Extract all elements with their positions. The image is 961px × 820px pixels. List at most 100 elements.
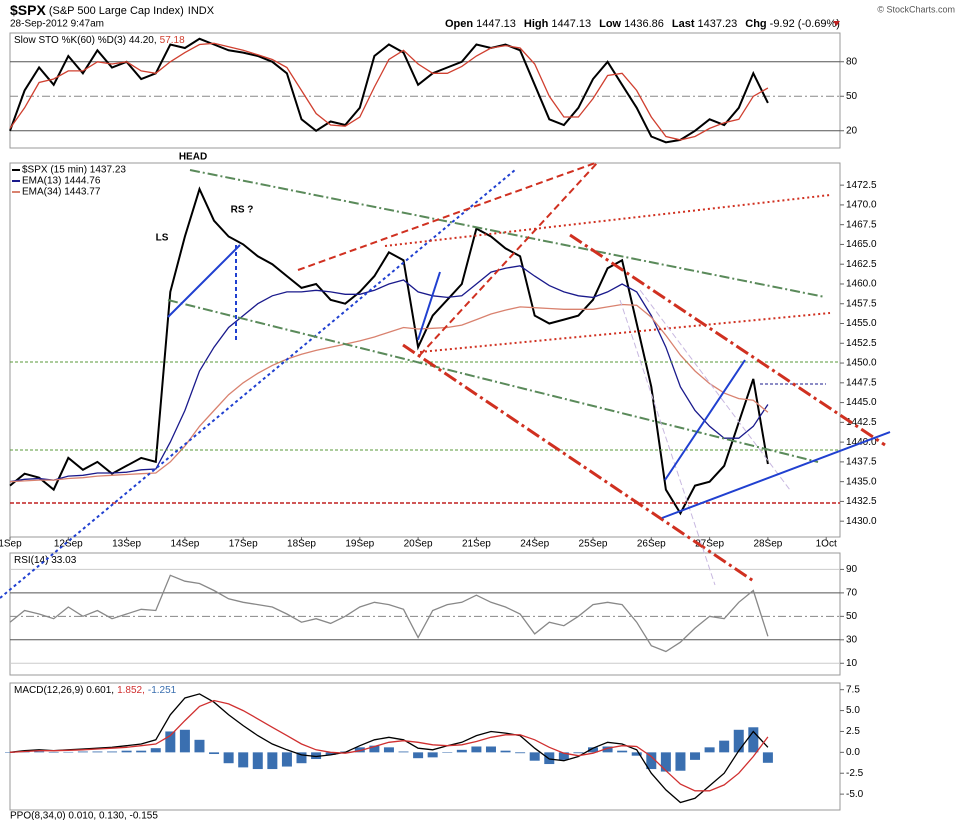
chart-datetime: 28-Sep-2012 9:47am bbox=[10, 19, 104, 30]
histogram-bar bbox=[646, 752, 657, 770]
y-tick-label: 2.5 bbox=[846, 726, 860, 737]
text-part: Last bbox=[672, 18, 695, 30]
histogram-bar bbox=[223, 752, 234, 764]
x-tick-label: 19Sep bbox=[345, 539, 374, 550]
text-part: -9.92 (-0.69%) bbox=[770, 18, 840, 30]
histogram-bar bbox=[369, 745, 380, 753]
histogram-bar bbox=[529, 752, 540, 761]
text-part: RSI(14) 33.03 bbox=[14, 555, 77, 566]
y-tick-label: 1457.5 bbox=[846, 298, 877, 309]
x-tick-label: 17Sep bbox=[229, 539, 258, 550]
x-tick-label: 25Sep bbox=[579, 539, 608, 550]
x-tick-label: 14Sep bbox=[170, 539, 199, 550]
histogram-bar bbox=[733, 729, 744, 753]
histogram-bar bbox=[296, 752, 307, 764]
y-tick-label: 1432.5 bbox=[846, 496, 877, 507]
histogram-bar bbox=[660, 752, 671, 772]
text-part: Open bbox=[445, 18, 473, 30]
histogram-bar bbox=[121, 750, 132, 753]
text-part: 1447.13 bbox=[551, 18, 591, 30]
y-tick-label: 1450.0 bbox=[846, 358, 877, 369]
histogram-bar bbox=[267, 752, 278, 770]
x-tick-label: 21Sep bbox=[462, 539, 491, 550]
y-tick-label: -2.5 bbox=[846, 768, 864, 779]
histogram-bar bbox=[398, 751, 409, 753]
histogram-bar bbox=[165, 731, 176, 753]
x-tick-label: 27Sep bbox=[695, 539, 724, 550]
histogram-bar bbox=[48, 752, 59, 753]
y-tick-label: 10 bbox=[846, 658, 858, 669]
legend: Slow STO %K(60) %D(3) 44.20, 57.18 bbox=[14, 35, 185, 46]
y-tick-label: 1435.0 bbox=[846, 476, 877, 487]
histogram-bar bbox=[5, 752, 15, 753]
text-part: 1437.23 bbox=[698, 18, 738, 30]
legend-entry: EMA(13) 1444.76 bbox=[22, 176, 101, 187]
text-part: 1.852, bbox=[117, 685, 145, 696]
y-tick-label: 70 bbox=[846, 588, 858, 599]
text-part: 1447.13 bbox=[476, 18, 516, 30]
trendline bbox=[664, 359, 746, 481]
text-part: Chg bbox=[745, 18, 766, 30]
histogram-bar bbox=[77, 751, 88, 753]
x-tick-label: 1Oct bbox=[816, 539, 837, 550]
panel-frame bbox=[9, 32, 841, 149]
histogram-bar bbox=[485, 746, 496, 753]
series-line bbox=[9, 574, 769, 653]
annotation: RS ? bbox=[231, 205, 254, 216]
y-tick-label: 1462.5 bbox=[846, 259, 877, 270]
y-tick-label: 5.0 bbox=[846, 705, 860, 716]
trendline bbox=[619, 299, 716, 586]
panels: 20 50 80 Slow STO %K(60) %D(3) 44.20, 57.18 1… bbox=[0, 32, 877, 811]
y-tick-label: 1430.0 bbox=[846, 516, 877, 527]
text-part: (S&P 500 Large Cap Index) bbox=[49, 5, 184, 17]
histogram-bar bbox=[602, 746, 613, 753]
histogram-bar bbox=[719, 740, 730, 753]
y-tick-label: 7.5 bbox=[846, 684, 860, 695]
trendline bbox=[402, 343, 756, 584]
trendlines bbox=[0, 161, 891, 599]
panel: 1430.01432.51435.01437.51440.01442.51445… bbox=[0, 152, 877, 550]
trendline bbox=[297, 161, 599, 271]
series-line bbox=[9, 699, 769, 792]
trendline bbox=[417, 271, 441, 341]
histogram-bar bbox=[311, 752, 322, 760]
histogram-bar bbox=[558, 752, 569, 760]
annotation: HEAD bbox=[179, 152, 207, 163]
histogram-bar bbox=[136, 750, 147, 753]
panel: 10 30 50 70 90 RSI(14) 33.03 bbox=[9, 552, 858, 676]
histogram-bar bbox=[238, 752, 249, 768]
y-tick-label: 1447.5 bbox=[846, 377, 877, 388]
y-tick-label: 1455.0 bbox=[846, 318, 877, 329]
series-line bbox=[9, 693, 769, 804]
histogram-bar bbox=[107, 751, 118, 753]
histogram-bar bbox=[325, 752, 336, 755]
x-tick-label: 1Sep bbox=[0, 539, 22, 550]
text-part: Slow STO %K(60) %D(3) 44.20, bbox=[14, 35, 157, 46]
histogram-bar bbox=[617, 750, 628, 753]
legend: MACD(12,26,9) 0.601, 1.852, -1.251 bbox=[14, 685, 177, 696]
down-arrow bbox=[833, 21, 840, 26]
y-tick-label: -5.0 bbox=[846, 789, 864, 800]
panel-frame bbox=[9, 552, 841, 676]
x-tick-label: 24Sep bbox=[520, 539, 549, 550]
y-tick-label: 50 bbox=[846, 91, 858, 102]
trendline bbox=[167, 299, 819, 463]
histogram-bar bbox=[690, 752, 701, 760]
x-tick-label: 18Sep bbox=[287, 539, 316, 550]
series-line bbox=[9, 42, 769, 141]
histogram-bar bbox=[252, 752, 263, 770]
x-tick-label: 20Sep bbox=[404, 539, 433, 550]
panel: 7.5 5.0 2.5 0.0 -2.5 -5.0 MACD(12,26,9) 0.601,… bbox=[5, 682, 864, 811]
histogram-bar bbox=[573, 752, 584, 754]
text-part: MACD(12,26,9) 0.601, bbox=[14, 685, 114, 696]
y-tick-label: 1472.5 bbox=[846, 180, 877, 191]
y-tick-label: 30 bbox=[846, 634, 858, 645]
panel-frame bbox=[9, 682, 841, 811]
legend-entry: $SPX (15 min) 1437.23 bbox=[22, 165, 126, 176]
x-tick-label: 13Sep bbox=[112, 539, 141, 550]
panel: 20 50 80 Slow STO %K(60) %D(3) 44.20, 57.18 bbox=[9, 32, 858, 149]
legend: RSI(14) 33.03 bbox=[14, 555, 77, 566]
histogram-bar bbox=[413, 752, 424, 759]
histogram-bar bbox=[179, 729, 190, 753]
histogram-bar bbox=[63, 751, 74, 753]
